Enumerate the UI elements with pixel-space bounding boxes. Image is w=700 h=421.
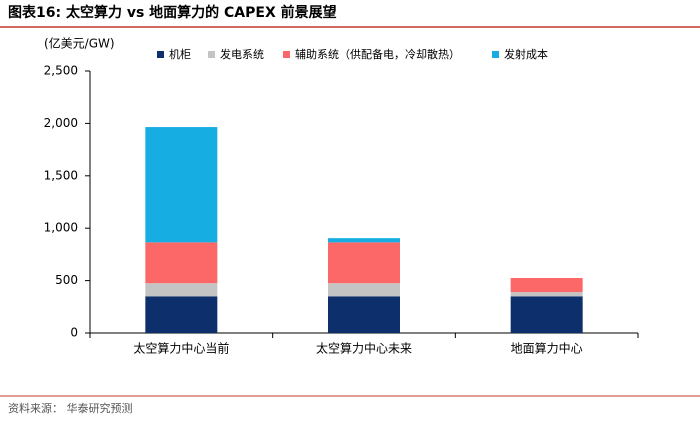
bar-segment xyxy=(328,238,400,243)
bar-segment xyxy=(145,296,218,333)
bar-segment xyxy=(145,283,218,297)
x-tick-label: 太空算力中心未来 xyxy=(316,341,412,356)
legend-label: 发电系统 xyxy=(220,47,264,61)
y-tick-label: 2,000 xyxy=(44,116,78,130)
bar-segment xyxy=(145,127,218,243)
bar-segment xyxy=(328,296,400,333)
y-tick-label: 500 xyxy=(55,273,78,287)
legend-label: 发射成本 xyxy=(504,47,548,61)
y-axis-label: (亿美元/GW) xyxy=(44,36,115,51)
legend-label: 辅助系统（供配备电，冷却散热） xyxy=(295,47,460,61)
bar-segment xyxy=(328,283,400,297)
x-tick-label: 太空算力中心当前 xyxy=(133,341,229,356)
bar-segment xyxy=(328,242,400,284)
legend-label: 机柜 xyxy=(169,47,191,61)
legend-swatch xyxy=(208,51,215,58)
y-tick-label: 0 xyxy=(70,326,78,340)
y-tick-label: 1,000 xyxy=(44,221,78,235)
chart-title: 图表16: 太空算力 vs 地面算力的 CAPEX 前景展望 xyxy=(8,4,337,21)
source: 资料来源： 华泰研究预测 xyxy=(8,401,133,415)
y-tick-label: 2,500 xyxy=(44,64,78,78)
bar-segment xyxy=(510,296,583,333)
bar-segment xyxy=(510,277,583,293)
legend-swatch xyxy=(157,51,164,58)
y-tick-label: 1,500 xyxy=(44,168,78,182)
legend-swatch xyxy=(492,51,499,58)
x-tick-label: 地面算力中心 xyxy=(511,341,583,356)
bar-segment xyxy=(510,292,583,297)
bar-segment xyxy=(145,242,218,284)
legend-swatch xyxy=(283,51,290,58)
